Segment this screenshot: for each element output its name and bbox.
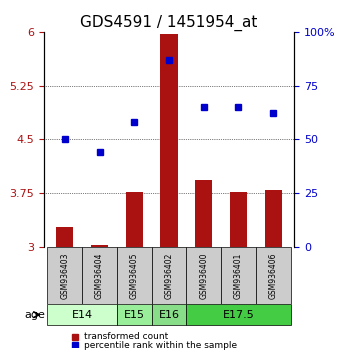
Text: transformed count: transformed count (84, 332, 168, 341)
Text: GSM936403: GSM936403 (60, 252, 69, 298)
Bar (230, 192, 247, 247)
Text: GSM936404: GSM936404 (95, 252, 104, 298)
Text: age: age (25, 310, 46, 320)
FancyBboxPatch shape (47, 304, 117, 325)
Bar (126, 192, 143, 247)
FancyBboxPatch shape (186, 247, 221, 304)
Text: GSM936405: GSM936405 (130, 252, 139, 298)
Bar (160, 34, 178, 247)
FancyBboxPatch shape (117, 304, 152, 325)
FancyBboxPatch shape (82, 247, 117, 304)
Text: E15: E15 (124, 310, 145, 320)
FancyBboxPatch shape (186, 304, 291, 325)
Text: percentile rank within the sample: percentile rank within the sample (84, 341, 237, 350)
Text: GSM936401: GSM936401 (234, 252, 243, 298)
FancyBboxPatch shape (117, 247, 152, 304)
FancyBboxPatch shape (221, 247, 256, 304)
Text: E16: E16 (159, 310, 179, 320)
FancyBboxPatch shape (152, 247, 186, 304)
FancyBboxPatch shape (256, 247, 291, 304)
Bar (195, 180, 212, 247)
FancyBboxPatch shape (47, 247, 82, 304)
Text: GSM936402: GSM936402 (165, 252, 173, 298)
Title: GDS4591 / 1451954_at: GDS4591 / 1451954_at (80, 14, 258, 30)
Text: GSM936400: GSM936400 (199, 252, 208, 298)
Text: GSM936406: GSM936406 (269, 252, 278, 298)
Text: E14: E14 (72, 310, 93, 320)
FancyBboxPatch shape (152, 304, 186, 325)
Text: E17.5: E17.5 (223, 310, 255, 320)
Bar (265, 190, 282, 247)
Bar (91, 245, 108, 247)
Bar (56, 227, 73, 247)
